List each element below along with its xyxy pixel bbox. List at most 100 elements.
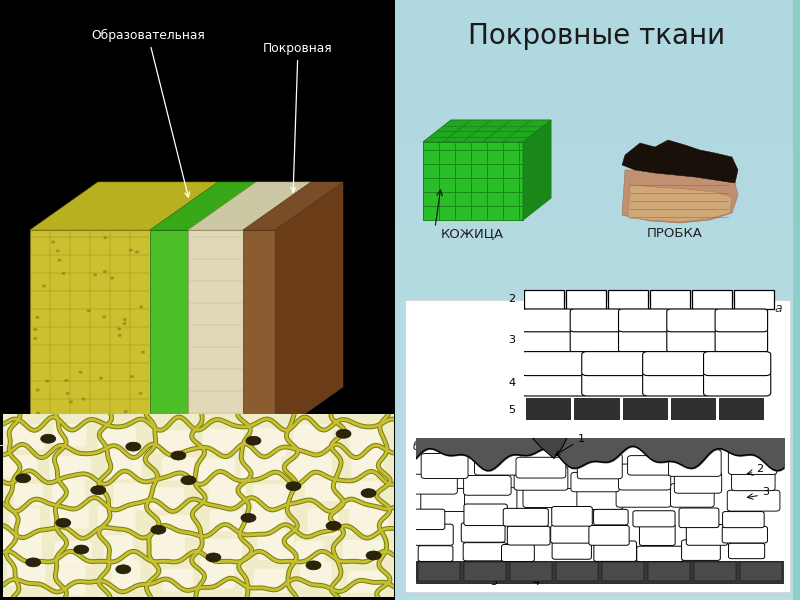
Bar: [395, 449, 800, 453]
Bar: [524, 290, 564, 309]
Bar: [395, 71, 800, 75]
Bar: [395, 248, 800, 252]
FancyBboxPatch shape: [50, 506, 89, 528]
FancyBboxPatch shape: [3, 455, 38, 478]
FancyBboxPatch shape: [340, 481, 380, 509]
Ellipse shape: [46, 380, 50, 383]
Bar: [395, 332, 800, 336]
FancyBboxPatch shape: [570, 309, 622, 332]
FancyBboxPatch shape: [254, 569, 286, 593]
Ellipse shape: [135, 251, 139, 254]
Bar: [395, 365, 800, 369]
Polygon shape: [188, 230, 243, 435]
Bar: [395, 566, 800, 570]
Bar: [395, 446, 800, 450]
FancyBboxPatch shape: [522, 309, 574, 332]
Bar: [416, 561, 784, 583]
FancyBboxPatch shape: [152, 487, 185, 509]
Bar: [692, 290, 732, 309]
Ellipse shape: [116, 565, 131, 574]
FancyBboxPatch shape: [462, 523, 505, 542]
Bar: [395, 92, 800, 96]
Bar: [395, 257, 800, 261]
Bar: [395, 539, 800, 543]
Ellipse shape: [139, 305, 143, 308]
Bar: [395, 188, 800, 192]
Bar: [395, 281, 800, 285]
Bar: [395, 56, 800, 60]
FancyBboxPatch shape: [10, 508, 40, 535]
FancyBboxPatch shape: [633, 511, 675, 527]
Bar: [395, 278, 800, 282]
Ellipse shape: [64, 379, 68, 382]
Bar: [395, 17, 800, 21]
Polygon shape: [523, 120, 551, 220]
Bar: [395, 314, 800, 318]
Ellipse shape: [126, 442, 141, 451]
FancyBboxPatch shape: [350, 509, 388, 534]
Bar: [395, 530, 800, 534]
Bar: [395, 251, 800, 255]
Bar: [395, 479, 800, 483]
Bar: [395, 458, 800, 462]
Ellipse shape: [123, 318, 127, 321]
Bar: [395, 500, 800, 504]
Bar: [395, 23, 800, 27]
Bar: [395, 467, 800, 471]
Bar: [395, 224, 800, 228]
Ellipse shape: [336, 430, 351, 438]
Bar: [395, 515, 800, 519]
Ellipse shape: [26, 558, 41, 567]
Bar: [395, 29, 800, 33]
Bar: [395, 398, 800, 402]
Bar: [395, 422, 800, 426]
Bar: [395, 20, 800, 24]
FancyBboxPatch shape: [162, 569, 194, 591]
Bar: [395, 560, 800, 564]
Bar: [395, 344, 800, 348]
Bar: [395, 494, 800, 498]
Bar: [395, 416, 800, 420]
Ellipse shape: [103, 236, 107, 239]
FancyBboxPatch shape: [516, 457, 566, 478]
Bar: [395, 62, 800, 66]
Ellipse shape: [118, 328, 122, 331]
FancyBboxPatch shape: [14, 484, 43, 506]
Bar: [395, 308, 800, 312]
FancyBboxPatch shape: [703, 372, 770, 396]
FancyBboxPatch shape: [521, 372, 588, 396]
Bar: [395, 26, 800, 30]
Bar: [395, 272, 800, 276]
Bar: [395, 329, 800, 333]
Ellipse shape: [35, 316, 39, 319]
Bar: [395, 395, 800, 399]
Bar: [602, 562, 644, 581]
FancyBboxPatch shape: [210, 510, 243, 531]
Text: Основная: Основная: [199, 440, 257, 455]
FancyBboxPatch shape: [103, 535, 133, 564]
Bar: [566, 290, 606, 309]
Ellipse shape: [102, 316, 106, 319]
FancyBboxPatch shape: [616, 484, 671, 507]
FancyBboxPatch shape: [686, 524, 728, 545]
Bar: [395, 233, 800, 237]
Ellipse shape: [36, 412, 40, 415]
FancyBboxPatch shape: [343, 540, 382, 564]
Bar: [395, 194, 800, 198]
Bar: [395, 2, 800, 6]
Bar: [395, 269, 800, 273]
Bar: [395, 137, 800, 141]
Ellipse shape: [129, 248, 133, 251]
Bar: [556, 562, 598, 581]
FancyBboxPatch shape: [410, 474, 458, 494]
FancyBboxPatch shape: [507, 526, 550, 545]
Ellipse shape: [286, 482, 301, 491]
Ellipse shape: [56, 518, 70, 527]
Ellipse shape: [93, 273, 97, 276]
Bar: [395, 173, 800, 177]
FancyBboxPatch shape: [290, 455, 332, 478]
Bar: [395, 425, 800, 429]
FancyBboxPatch shape: [421, 454, 468, 478]
FancyBboxPatch shape: [162, 457, 198, 481]
Bar: [395, 77, 800, 81]
